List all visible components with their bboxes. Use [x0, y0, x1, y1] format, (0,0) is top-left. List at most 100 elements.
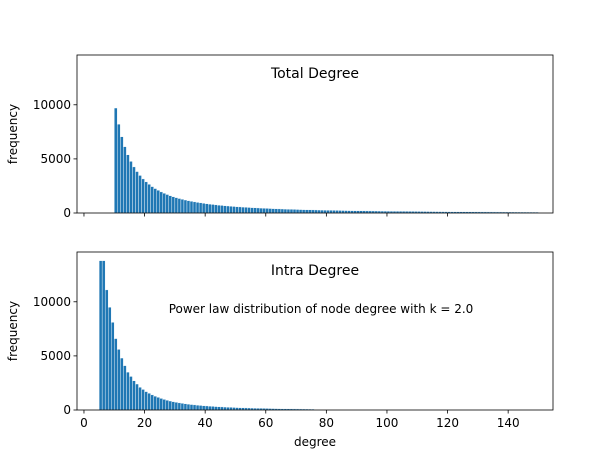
bar — [141, 389, 145, 410]
bar — [132, 166, 136, 213]
bar — [162, 193, 166, 213]
plot-area — [98, 260, 315, 410]
y-tick-label: 5000 — [40, 349, 71, 363]
bar — [198, 405, 203, 410]
y-tick-label: 0 — [63, 403, 71, 417]
bar — [247, 207, 251, 213]
bar — [214, 204, 218, 213]
bar — [226, 205, 230, 213]
bar — [120, 136, 124, 213]
bar — [111, 322, 115, 410]
bar — [159, 191, 163, 213]
bar — [274, 208, 279, 213]
bar — [101, 260, 106, 410]
bar — [244, 207, 248, 213]
bar — [186, 200, 191, 213]
bar — [195, 404, 200, 410]
bar — [286, 208, 291, 213]
y-axis-label: frequency — [6, 104, 20, 164]
bar — [192, 201, 197, 213]
bar — [535, 211, 539, 213]
bar — [150, 394, 154, 410]
bar — [201, 203, 206, 213]
bar — [183, 403, 188, 410]
bar — [292, 209, 297, 213]
bar — [211, 406, 215, 410]
bar — [156, 397, 160, 410]
bar — [117, 123, 121, 213]
bar — [104, 289, 109, 410]
bar — [180, 403, 185, 410]
y-tick-label: 0 — [63, 206, 71, 220]
bar — [174, 402, 179, 410]
bar — [323, 209, 327, 213]
bar — [159, 398, 163, 410]
annotation: Power law distribution of node degree wi… — [169, 302, 474, 316]
bar — [256, 207, 260, 213]
bar — [223, 205, 227, 213]
bar — [238, 206, 242, 213]
x-tick-label: 40 — [198, 416, 213, 430]
bar — [120, 357, 124, 410]
bar — [117, 349, 121, 410]
x-tick-label: 80 — [319, 416, 334, 430]
bar — [277, 208, 282, 213]
bar — [168, 400, 173, 410]
bar — [250, 207, 254, 213]
axes-frame — [76, 251, 554, 411]
bar — [229, 206, 233, 213]
x-tick-label: 60 — [258, 416, 273, 430]
bar — [289, 209, 294, 213]
bar — [153, 188, 157, 213]
bar — [138, 387, 142, 410]
axes-title: Total Degree — [270, 66, 359, 82]
bar — [198, 202, 203, 213]
axes-title: Intra Degree — [271, 263, 359, 279]
bar — [98, 260, 103, 410]
bar — [220, 205, 224, 213]
y-tick-label: 10000 — [33, 98, 71, 112]
bar — [123, 146, 127, 213]
bar — [147, 393, 151, 410]
bar — [280, 208, 285, 213]
bar — [135, 171, 139, 213]
bar — [114, 107, 118, 213]
x-tick-label: 20 — [137, 416, 152, 430]
bar — [207, 405, 212, 410]
bar — [220, 406, 224, 410]
bar — [189, 201, 194, 213]
bar — [189, 404, 194, 410]
bar — [217, 406, 221, 410]
bar — [177, 198, 182, 213]
bar — [223, 406, 227, 410]
bar — [268, 208, 273, 213]
bar — [311, 408, 315, 410]
bar — [144, 181, 148, 213]
bar — [141, 178, 145, 213]
bar — [126, 371, 130, 410]
bar — [114, 338, 118, 410]
axes-frame — [76, 54, 554, 214]
bar — [180, 199, 185, 213]
bar — [235, 206, 239, 213]
x-axis-label: degree — [294, 435, 336, 449]
bar — [108, 306, 112, 410]
bar — [304, 209, 309, 213]
bar — [138, 175, 142, 213]
bar — [301, 209, 306, 213]
bar — [129, 376, 133, 410]
bar — [214, 406, 218, 410]
bar — [232, 206, 236, 213]
bar — [195, 202, 200, 213]
bar — [123, 365, 127, 410]
bar — [217, 204, 221, 213]
bar — [317, 209, 321, 213]
bar — [126, 154, 130, 213]
plot-area — [114, 107, 539, 213]
bar — [265, 208, 269, 213]
bar — [168, 195, 173, 213]
bar — [156, 190, 160, 213]
bar — [162, 399, 166, 410]
bar — [204, 203, 209, 213]
